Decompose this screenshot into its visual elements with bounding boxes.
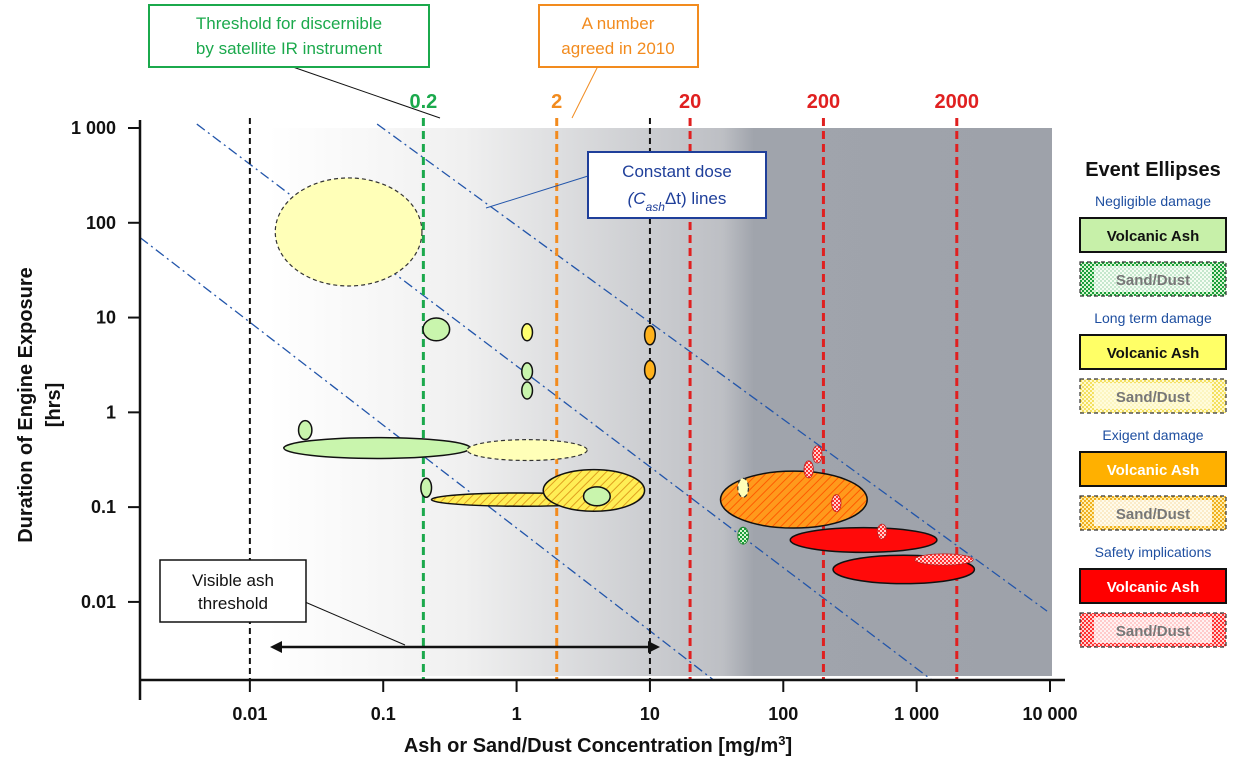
legend-heading-negligible: Negligible damage <box>1095 193 1211 209</box>
agreed-callout-line <box>571 65 599 119</box>
event-ellipses <box>274 177 976 585</box>
event-ellipse-11 <box>521 381 534 400</box>
visible-ash-arrow <box>270 601 660 653</box>
dose-line-1 <box>196 123 933 681</box>
legend-ash-swatch-exigent <box>1079 451 1227 487</box>
threshold-label-2000: 2000 <box>935 91 980 113</box>
event-ellipse-23 <box>914 553 974 566</box>
legend-sand-inner-exigent <box>1094 500 1212 526</box>
legend-ash-swatch-safety <box>1079 568 1227 604</box>
event-ellipse-20 <box>789 526 938 554</box>
legend-ash-label-long-term: Volcanic Ash <box>1107 345 1200 362</box>
event-ellipse-6 <box>420 477 433 499</box>
dose-callout-line <box>485 175 589 209</box>
legend-ash-swatch-negligible <box>1079 217 1227 253</box>
satellite-line1: Threshold for discernible <box>196 14 382 33</box>
dose-box <box>587 151 767 219</box>
legend-sand-inner-long-term <box>1094 383 1212 409</box>
satellite-line2: by satellite IR instrument <box>196 39 382 58</box>
event-ellipse-1 <box>422 317 451 342</box>
legend: Negligible damage Volcanic Ash Sand/Dust Lo… <box>1079 193 1227 648</box>
x-tick-label-2: 1 <box>512 704 522 724</box>
visible-ash-line2: threshold <box>198 594 268 613</box>
visible-ash-line1: Visible ash <box>192 571 274 590</box>
satellite-box <box>148 4 430 68</box>
legend-sand-inner-safety <box>1094 617 1212 643</box>
legend-title: Event Ellipses <box>1085 159 1221 181</box>
threshold-label-200: 200 <box>807 91 840 113</box>
event-ellipse-10 <box>521 362 534 381</box>
x-tick-label-6: 10 000 <box>1022 704 1077 724</box>
event-ellipse-4 <box>466 439 588 462</box>
y-axis-title: Duration of Engine Exposure <box>15 267 37 543</box>
legend-heading-exigent: Exigent damage <box>1102 427 1203 443</box>
x-tick-label-3: 10 <box>640 704 660 724</box>
y-axis-unit: [hrs] <box>43 383 65 427</box>
y-tick-label-5: 1 000 <box>71 118 116 138</box>
axis-ticks: 0.01 0.1 1 10 100 1 000 10 000 0.01 0.1 1 10 100 1 0… <box>71 118 1078 724</box>
dose-lines <box>139 123 1048 681</box>
legend-heading-long-term: Long term damage <box>1094 310 1212 326</box>
dose-line-2 <box>376 123 1048 612</box>
y-tick-label-2: 1 <box>106 402 116 422</box>
legend-sand-label-negligible: Sand/Dust <box>1116 272 1190 289</box>
legend-sand-label-long-term: Sand/Dust <box>1116 389 1190 406</box>
y-tick-label-3: 10 <box>96 308 116 328</box>
threshold-label-20: 20 <box>679 91 701 113</box>
legend-heading-safety: Safety implications <box>1095 544 1212 560</box>
event-ellipse-3 <box>283 436 472 460</box>
event-ellipse-14 <box>719 470 868 529</box>
event-ellipse-19 <box>737 526 749 545</box>
event-ellipse-2 <box>297 419 313 441</box>
x-tick-label-0: 0.01 <box>232 704 267 724</box>
legend-sand-inner-negligible <box>1094 266 1212 292</box>
event-ellipse-13 <box>643 359 657 381</box>
threshold-label-0.2: 0.2 <box>409 91 437 113</box>
agreed-line2: agreed in 2010 <box>561 39 674 58</box>
agreed-line1: A number <box>582 14 655 33</box>
y-tick-label-0: 0.01 <box>81 592 116 612</box>
legend-ash-label-exigent: Volcanic Ash <box>1107 462 1200 479</box>
dose-line2: (CashΔt) lines <box>628 189 727 214</box>
legend-ash-swatch-long-term <box>1079 334 1227 370</box>
satellite-callout-line <box>289 65 441 119</box>
event-ellipse-9 <box>521 322 534 342</box>
dose-line-0 <box>139 236 714 681</box>
threshold-labels: 0.2 2 20 200 2000 <box>409 91 979 113</box>
legend-sand-label-exigent: Sand/Dust <box>1116 506 1190 523</box>
event-ellipse-12 <box>643 325 657 346</box>
threshold-label-2: 2 <box>551 91 562 113</box>
dose-line1: Constant dose <box>622 162 732 181</box>
event-ellipse-17 <box>803 460 814 479</box>
x-tick-label-4: 100 <box>768 704 798 724</box>
event-ellipse-0 <box>274 177 423 287</box>
x-tick-label-5: 1 000 <box>894 704 939 724</box>
event-ellipse-18 <box>831 494 842 513</box>
x-axis-title: Ash or Sand/Dust Concentration [mg/m3] <box>404 733 792 758</box>
y-tick-label-1: 0.1 <box>91 497 116 517</box>
visible-ash-box <box>159 559 307 623</box>
legend-ash-label-negligible: Volcanic Ash <box>1107 228 1200 245</box>
y-tick-label-4: 100 <box>86 213 116 233</box>
event-ellipse-16 <box>812 445 823 464</box>
legend-sand-label-safety: Sand/Dust <box>1116 623 1190 640</box>
event-ellipse-15 <box>737 477 750 498</box>
x-tick-label-1: 0.1 <box>371 704 396 724</box>
legend-ash-label-safety: Volcanic Ash <box>1107 579 1200 596</box>
agreed-box <box>538 4 699 68</box>
event-ellipse-21 <box>876 523 888 540</box>
event-ellipse-8 <box>582 486 611 507</box>
